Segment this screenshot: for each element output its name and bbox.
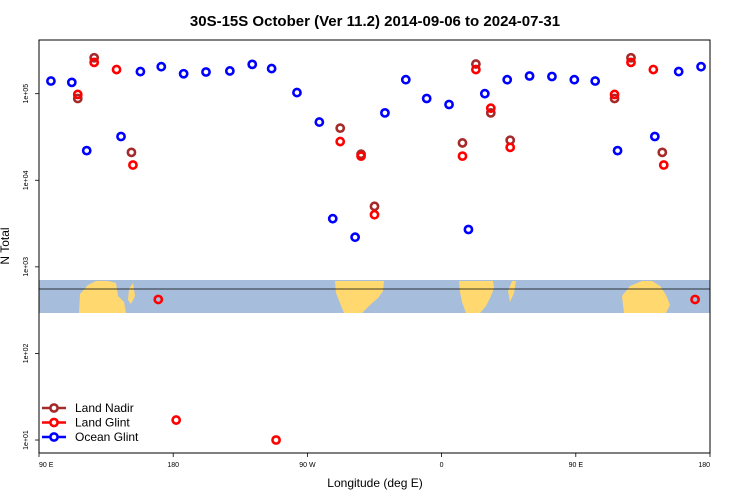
ocean-glint-point — [569, 74, 580, 85]
legend-label: Land Glint — [75, 416, 130, 430]
ocean-glint-point — [116, 131, 126, 142]
x-tick-label: 0 — [440, 462, 444, 469]
x-tick-label: 180 — [167, 462, 179, 469]
land-madagascar — [128, 283, 135, 304]
land-nadir-point — [335, 123, 346, 134]
land-nadir-point — [72, 93, 83, 104]
legend-marker — [49, 403, 59, 413]
ocean-glint-point — [479, 88, 490, 99]
land-glint-point — [171, 415, 182, 425]
legend-item-land-glint: Land Glint — [42, 416, 130, 430]
chart-title: 30S-15S October (Ver 11.2) 2014-09-06 to… — [190, 13, 560, 30]
land-glint-point — [72, 89, 83, 100]
land-glint-point — [335, 136, 346, 147]
land-glint-point — [128, 160, 138, 170]
land-nadir-point — [470, 59, 481, 69]
land-glint-point — [457, 151, 468, 162]
land-nadir-point — [126, 147, 137, 158]
ocean-glint-point — [46, 76, 56, 86]
x-tick-label: 90 E — [569, 462, 584, 469]
ocean-glint-point — [292, 87, 302, 98]
ocean-glint-point — [380, 107, 390, 118]
ocean-glint-point — [201, 67, 211, 77]
land-glint-point — [690, 294, 700, 305]
ocean-glint-point — [156, 61, 167, 72]
ocean-glint-point — [444, 99, 454, 110]
legend-label: Land Nadir — [75, 401, 134, 415]
ocean-glint-point — [590, 76, 601, 86]
ocean-glint-point — [178, 68, 189, 79]
ocean-glint-point — [649, 131, 660, 142]
legend-label: Ocean Glint — [75, 430, 139, 444]
y-tick-label: 1e+01 — [23, 430, 30, 450]
y-tick-label: 1e+03 — [23, 257, 30, 277]
land-nadir-point — [626, 52, 636, 63]
legend-item-land-nadir: Land Nadir — [42, 401, 134, 415]
ocean-glint-point — [350, 232, 361, 243]
ocean-glint-point — [81, 145, 92, 156]
land-glint-point — [505, 142, 516, 153]
x-tick-label: 180 — [698, 462, 710, 469]
land-glint-point — [369, 209, 380, 220]
plot-frame — [38, 39, 711, 454]
land-glint-point — [111, 64, 122, 75]
land-glint-point — [470, 64, 481, 75]
ocean-glint-point — [247, 59, 258, 70]
ocean-glint-point — [421, 93, 432, 104]
ocean-glint-point — [673, 66, 684, 77]
land-glint-point — [271, 435, 281, 445]
ocean-glint-point — [463, 224, 474, 235]
y-tick-label: 1e+04 — [23, 170, 30, 190]
ocean-glint-point — [327, 213, 338, 224]
ocean-glint-point — [266, 63, 277, 74]
x-tick-label: 90 E — [39, 462, 54, 469]
land-nadir-point — [369, 201, 380, 212]
ocean-glint-point — [314, 117, 325, 127]
land-nadir-point — [485, 107, 496, 118]
legend-marker — [49, 417, 59, 428]
y-tick-label: 1e+02 — [23, 343, 30, 363]
land-nadir-point — [609, 93, 620, 104]
legend-item-ocean-glint: Ocean Glint — [42, 430, 139, 444]
land-glint-point — [485, 103, 496, 114]
land-nadir-point — [657, 147, 668, 158]
land-madagascar-2 — [508, 281, 516, 302]
land-glint-point — [89, 57, 100, 68]
x-axis: 90 E 180 90 W 0 90 E 180 — [38, 453, 711, 469]
land-glint-point — [658, 160, 669, 170]
land-glint-point — [609, 89, 620, 100]
ocean-glint-point — [524, 71, 535, 81]
land-glint-point — [356, 151, 366, 162]
data-points — [46, 52, 706, 445]
y-tick-label: 1e+05 — [23, 84, 30, 104]
ocean-glint-point — [400, 74, 411, 85]
legend-marker — [49, 432, 59, 442]
land-glint-point — [153, 294, 164, 305]
land-glint-point — [626, 57, 636, 68]
y-axis: 1e+01 1e+02 1e+03 1e+04 1e+05 — [23, 84, 39, 450]
ocean-glint-point — [135, 66, 146, 77]
x-axis-label: Longitude (deg E) — [327, 476, 422, 490]
ocean-glint-point — [66, 77, 77, 88]
ocean-glint-point — [224, 66, 235, 76]
y-axis-label: N Total — [0, 227, 12, 264]
land-nadir-point — [89, 52, 100, 63]
ocean-glint-point — [547, 71, 557, 82]
ocean-glint-point — [612, 145, 623, 156]
world-map-inset — [39, 280, 710, 313]
land-nadir-point — [457, 138, 468, 148]
ocean-glint-point — [502, 74, 513, 85]
x-tick-label: 90 W — [299, 462, 316, 469]
ocean-glint-point — [696, 61, 706, 72]
land-glint-point — [648, 64, 659, 75]
